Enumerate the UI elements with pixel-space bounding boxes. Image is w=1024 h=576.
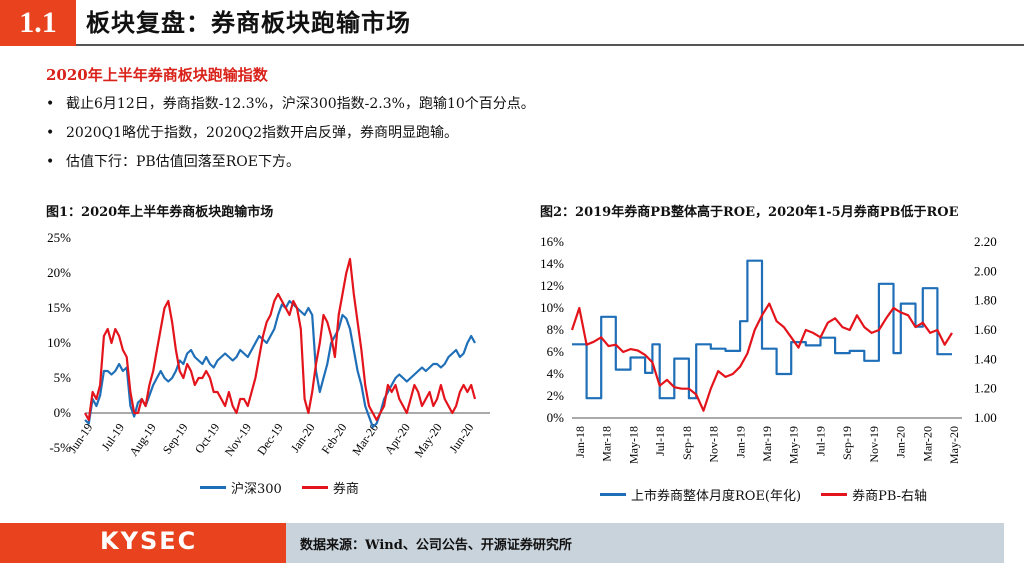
y-right-tick-label: 2.20 bbox=[974, 234, 997, 249]
x-tick-label: Mar-19 bbox=[760, 426, 774, 462]
x-tick-label: Oct-19 bbox=[192, 421, 223, 456]
y-tick-label: 5% bbox=[54, 370, 72, 385]
page-title: 板块复盘：券商板块跑输市场 bbox=[86, 8, 411, 37]
bullet-item: • 2020Q1略优于指数，2020Q2指数开启反弹，券商明显跑输。 bbox=[46, 121, 535, 150]
y-left-tick-label: 16% bbox=[540, 234, 564, 249]
chart2-title: 图2：2019年券商PB整体高于ROE，2020年1-5月券商PB低于ROE bbox=[540, 205, 959, 220]
bullet-dot-icon: • bbox=[46, 96, 55, 112]
footer-bar: KYSEC 数据来源：Wind、公司公告、开源证券研究所 bbox=[0, 523, 1024, 563]
x-tick-label: Aug-19 bbox=[126, 421, 159, 459]
y-right-tick-label: 1.00 bbox=[974, 410, 997, 425]
legend-swatch bbox=[301, 486, 328, 489]
logo-box: KYSEC bbox=[0, 523, 286, 563]
y-tick-label: 10% bbox=[47, 335, 71, 350]
x-tick-label: May-20 bbox=[411, 421, 444, 460]
source-box: 数据来源：Wind、公司公告、开源证券研究所 bbox=[286, 523, 1004, 563]
bullet-text: 2020Q1略优于指数，2020Q2指数开启反弹，券商明显跑输。 bbox=[66, 125, 459, 141]
title-divider bbox=[76, 44, 1024, 46]
x-tick-label: Dec-19 bbox=[254, 421, 286, 458]
summary-heading: 2020年上半年券商板块跑输指数 bbox=[46, 66, 268, 84]
x-tick-label: May-20 bbox=[947, 426, 961, 464]
x-tick-label: Feb-20 bbox=[318, 421, 349, 457]
x-tick-label: Jun-20 bbox=[446, 421, 476, 456]
series-line-roe bbox=[572, 259, 952, 400]
y-tick-label: -5% bbox=[49, 440, 71, 455]
legend-item-roe: 上市券商整体月度ROE(年化) bbox=[600, 485, 801, 504]
y-tick-label: 20% bbox=[47, 265, 71, 280]
x-tick-label: Sep-18 bbox=[680, 426, 694, 460]
series-line-broker bbox=[84, 257, 477, 422]
x-tick-label: May-18 bbox=[626, 426, 640, 464]
y-right-tick-label: 2.00 bbox=[974, 263, 997, 278]
y-left-tick-label: 12% bbox=[540, 278, 564, 293]
y-left-tick-label: 4% bbox=[547, 366, 565, 381]
chart1-title: 图1：2020年上半年券商板块跑输市场 bbox=[46, 205, 274, 220]
chart2-svg: 0% 2% 4% 6% 8% 10% 12% 14% 16% 1.00 1.20 1.40 1.60 1.… bbox=[540, 234, 997, 464]
x-tick-label: Mar-20 bbox=[920, 426, 934, 462]
x-tick-label: Jul-19 bbox=[99, 421, 128, 454]
x-tick-label: Mar-18 bbox=[600, 426, 614, 462]
bullet-item: • 截止6月12日，券商指数-12.3%，沪深300指数-2.3%，跑输10个百分… bbox=[46, 92, 535, 121]
x-tick-label: Nov-19 bbox=[867, 426, 881, 463]
x-tick-label: Jan-20 bbox=[288, 421, 318, 455]
legend-swatch bbox=[821, 493, 848, 496]
x-tick-label: Jan-20 bbox=[894, 426, 908, 458]
section-number: 1.1 bbox=[0, 0, 76, 46]
x-tick-label: Sep-19 bbox=[840, 426, 854, 460]
summary-bullets: • 截止6月12日，券商指数-12.3%，沪深300指数-2.3%，跑输10个百分… bbox=[46, 92, 535, 179]
legend-item-hs300: 沪深300 bbox=[200, 478, 282, 497]
y-tick-label: 25% bbox=[47, 230, 71, 245]
legend-item-broker: 券商 bbox=[301, 478, 359, 497]
x-tick-label: Jul-19 bbox=[813, 426, 827, 456]
series-line-pb bbox=[570, 302, 953, 412]
legend-swatch bbox=[600, 493, 626, 496]
y-left-tick-label: 2% bbox=[547, 388, 565, 403]
x-tick-label: Mar-20 bbox=[349, 421, 381, 458]
x-tick-label: Nov-18 bbox=[707, 426, 721, 463]
legend-label: 上市券商整体月度ROE(年化) bbox=[631, 489, 802, 504]
source-note: 数据来源：Wind、公司公告、开源证券研究所 bbox=[300, 538, 572, 553]
y-tick-label: 15% bbox=[47, 300, 71, 315]
x-tick-label: Jan-19 bbox=[733, 426, 747, 458]
bullet-text: 估值下行：PB估值回落至ROE下方。 bbox=[66, 154, 300, 170]
chart1-svg: -5% 0% 5% 10% 15% 20% 25% Jun-19 Jul-19 Aug-19 Sep… bbox=[47, 230, 490, 460]
bullet-dot-icon: • bbox=[46, 125, 55, 141]
legend-label: 券商PB-右轴 bbox=[852, 489, 928, 504]
y-left-tick-label: 8% bbox=[547, 322, 565, 337]
chart2-legend: 上市券商整体月度ROE(年化) 券商PB-右轴 bbox=[600, 485, 947, 504]
y-tick-label: 0% bbox=[54, 405, 72, 420]
x-tick-label: Nov-19 bbox=[222, 421, 255, 459]
legend-item-pb: 券商PB-右轴 bbox=[821, 485, 927, 504]
x-tick-label: Apr-20 bbox=[382, 421, 413, 457]
bullet-text: 截止6月12日，券商指数-12.3%，沪深300指数-2.3%，跑输10个百分点… bbox=[66, 96, 535, 112]
bullet-dot-icon: • bbox=[46, 154, 55, 170]
x-tick-label: May-19 bbox=[787, 426, 801, 464]
y-right-tick-label: 1.80 bbox=[974, 293, 997, 308]
y-right-tick-label: 1.60 bbox=[974, 322, 997, 337]
bullet-item: • 估值下行：PB估值回落至ROE下方。 bbox=[46, 150, 535, 179]
logo: KYSEC bbox=[100, 527, 198, 555]
x-tick-label: Jun-19 bbox=[65, 421, 95, 456]
x-tick-label: Jul-18 bbox=[653, 426, 667, 456]
legend-swatch bbox=[200, 486, 226, 489]
x-tick-label: Jan-18 bbox=[573, 426, 587, 458]
series-line-hs300 bbox=[84, 299, 476, 429]
y-left-tick-label: 14% bbox=[540, 256, 564, 271]
legend-label: 沪深300 bbox=[231, 482, 282, 497]
y-left-tick-label: 6% bbox=[547, 344, 565, 359]
legend-label: 券商 bbox=[332, 482, 359, 497]
x-tick-label: Sep-19 bbox=[160, 421, 191, 457]
title-bar: 1.1 板块复盘：券商板块跑输市场 bbox=[0, 0, 1024, 46]
y-left-tick-label: 10% bbox=[540, 300, 564, 315]
y-right-tick-label: 1.20 bbox=[974, 381, 997, 396]
y-left-tick-label: 0% bbox=[547, 410, 565, 425]
chart1-legend: 沪深300 券商 bbox=[200, 478, 379, 497]
y-right-tick-label: 1.40 bbox=[974, 351, 997, 366]
